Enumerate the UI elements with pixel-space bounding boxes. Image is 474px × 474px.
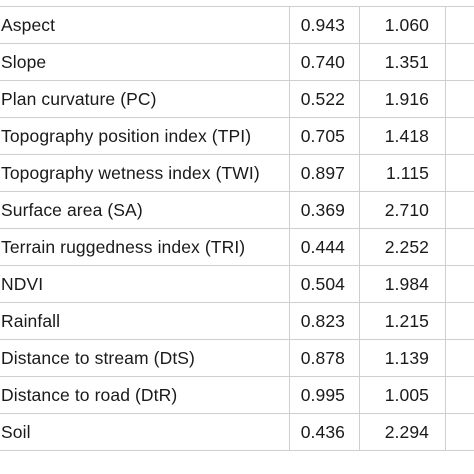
factor-name: Slope [0,44,290,80]
vif-value: 1.215 [360,303,446,339]
factor-name: Terrain ruggedness index (TRI) [0,229,290,265]
vif-value: 1.060 [360,7,446,43]
tolerance-value: 0.369 [290,192,360,228]
empty-cell [446,414,474,450]
tolerance-value: 0.823 [290,303,360,339]
empty-cell [446,377,474,413]
vif-value: 2.294 [360,414,446,450]
empty-cell [446,81,474,117]
factor-name: Rainfall [0,303,290,339]
empty-cell [446,118,474,154]
table-row: NDVI 0.504 1.984 [0,266,474,303]
vif-value: 1.418 [360,118,446,154]
empty-cell [446,229,474,265]
factor-name: Plan curvature (PC) [0,81,290,117]
tolerance-value: 0.705 [290,118,360,154]
factor-name: Soil [0,414,290,450]
factor-name: Aspect [0,7,290,43]
factor-name: Distance to road (DtR) [0,377,290,413]
vif-value: 1.005 [360,377,446,413]
table-row: Rainfall 0.823 1.215 [0,303,474,340]
table-row: Soil 0.436 2.294 [0,414,474,451]
empty-cell [446,7,474,43]
factor-name: Distance to stream (DtS) [0,340,290,376]
factor-name: Topography position index (TPI) [0,118,290,154]
table-row: Slope 0.740 1.351 [0,44,474,81]
empty-cell [446,155,474,191]
tolerance-value: 0.436 [290,414,360,450]
table-row: Distance to stream (DtS) 0.878 1.139 [0,340,474,377]
factor-name: NDVI [0,266,290,302]
vif-value: 1.115 [360,155,446,191]
empty-cell [446,303,474,339]
table-row: Surface area (SA) 0.369 2.710 [0,192,474,229]
tolerance-value: 0.878 [290,340,360,376]
table-row: Plan curvature (PC) 0.522 1.916 [0,81,474,118]
table-row: Distance to road (DtR) 0.995 1.005 [0,377,474,414]
empty-cell [446,340,474,376]
vif-value: 1.139 [360,340,446,376]
vif-value: 2.710 [360,192,446,228]
empty-cell [446,44,474,80]
factor-name: Surface area (SA) [0,192,290,228]
factor-name: Topography wetness index (TWI) [0,155,290,191]
tolerance-value: 0.943 [290,7,360,43]
tolerance-value: 0.444 [290,229,360,265]
tolerance-value: 0.897 [290,155,360,191]
table-row: Topography position index (TPI) 0.705 1.… [0,118,474,155]
vif-value: 1.916 [360,81,446,117]
tolerance-value: 0.740 [290,44,360,80]
table-row: Topography wetness index (TWI) 0.897 1.1… [0,155,474,192]
vif-value: 2.252 [360,229,446,265]
vif-value: 1.351 [360,44,446,80]
data-table: Aspect 0.943 1.060 Slope 0.740 1.351 Pla… [0,6,474,451]
tolerance-value: 0.995 [290,377,360,413]
tolerance-value: 0.522 [290,81,360,117]
vif-value: 1.984 [360,266,446,302]
empty-cell [446,266,474,302]
tolerance-value: 0.504 [290,266,360,302]
empty-cell [446,192,474,228]
table-row: Aspect 0.943 1.060 [0,7,474,44]
table-row: Terrain ruggedness index (TRI) 0.444 2.2… [0,229,474,266]
